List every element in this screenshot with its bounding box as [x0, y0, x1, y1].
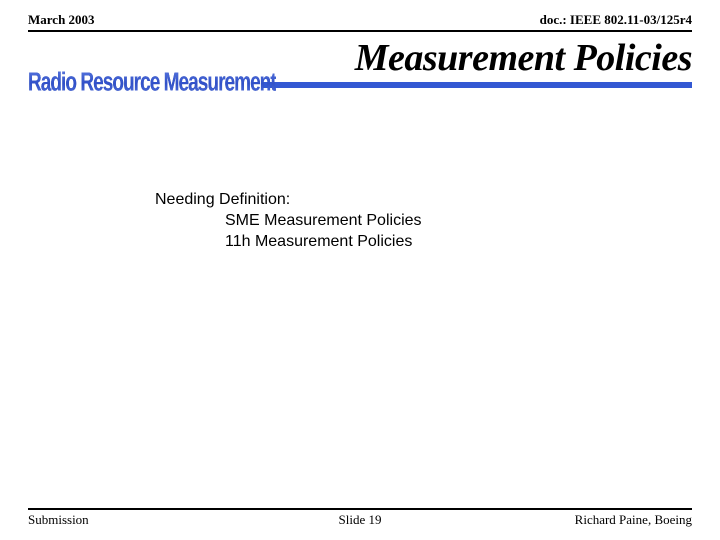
footer-left: Submission	[28, 512, 89, 528]
footer-slide-number: Slide 19	[339, 512, 382, 528]
slide-title: Measurement Policies	[262, 36, 692, 80]
header-doc-id: doc.: IEEE 802.11-03/125r4	[540, 12, 692, 28]
header-bar: March 2003 doc.: IEEE 802.11-03/125r4	[28, 12, 692, 32]
wordart-subtitle: Radio Resource Measurement	[28, 69, 276, 99]
footer-author: Richard Paine, Boeing	[575, 512, 692, 528]
body-line-2: SME Measurement Policies	[155, 211, 422, 232]
title-block: Measurement Policies	[262, 36, 692, 88]
footer-bar: Submission Slide 19 Richard Paine, Boein…	[28, 508, 692, 528]
body-line-3: 11h Measurement Policies	[155, 232, 422, 253]
header-date: March 2003	[28, 12, 95, 28]
title-underline	[262, 82, 692, 88]
body-content: Needing Definition: SME Measurement Poli…	[155, 190, 422, 252]
body-line-1: Needing Definition:	[155, 190, 422, 211]
